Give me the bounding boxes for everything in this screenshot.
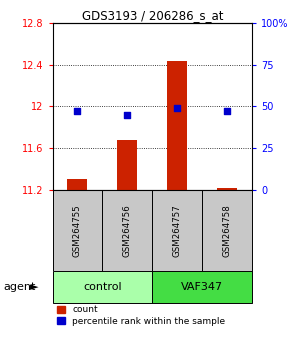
- Text: GSM264755: GSM264755: [73, 204, 82, 257]
- Title: GDS3193 / 206286_s_at: GDS3193 / 206286_s_at: [82, 9, 223, 22]
- Text: GSM264756: GSM264756: [123, 204, 132, 257]
- Point: [175, 105, 180, 111]
- Text: agent: agent: [3, 282, 35, 292]
- Bar: [152, 271, 252, 303]
- Point: [125, 112, 130, 118]
- Bar: [68, 179, 87, 190]
- Bar: [117, 140, 137, 190]
- Bar: [52, 190, 102, 271]
- Text: VAF347: VAF347: [181, 282, 223, 292]
- Bar: [167, 61, 187, 190]
- Text: GSM264757: GSM264757: [173, 204, 182, 257]
- Bar: [52, 271, 152, 303]
- Legend: count, percentile rank within the sample: count, percentile rank within the sample: [57, 306, 226, 326]
- Bar: [102, 190, 152, 271]
- Point: [75, 109, 80, 114]
- Point: [225, 109, 230, 114]
- Text: GSM264758: GSM264758: [223, 204, 232, 257]
- Bar: [217, 188, 237, 190]
- Text: ►: ►: [30, 282, 38, 292]
- Bar: [152, 190, 202, 271]
- Bar: [202, 190, 252, 271]
- Text: control: control: [83, 282, 122, 292]
